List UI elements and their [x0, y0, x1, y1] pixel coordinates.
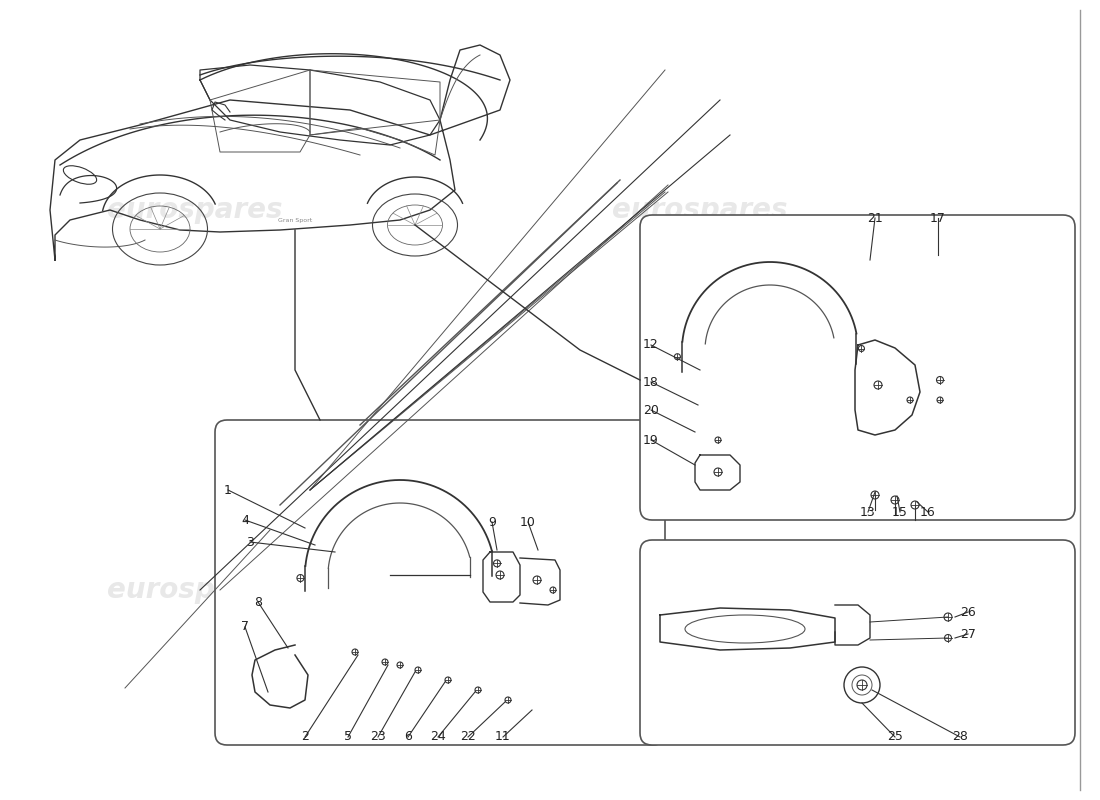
- Text: 9: 9: [488, 515, 496, 529]
- Text: eurospares: eurospares: [613, 576, 788, 604]
- Text: 26: 26: [960, 606, 976, 618]
- Text: 10: 10: [520, 515, 536, 529]
- Text: 3: 3: [246, 535, 254, 549]
- Text: 16: 16: [920, 506, 936, 518]
- Text: 5: 5: [344, 730, 352, 743]
- FancyBboxPatch shape: [214, 420, 666, 745]
- Text: 24: 24: [430, 730, 446, 743]
- Text: 19: 19: [644, 434, 659, 446]
- FancyBboxPatch shape: [640, 540, 1075, 745]
- Text: 21: 21: [867, 211, 883, 225]
- Text: 15: 15: [892, 506, 907, 518]
- Text: 20: 20: [644, 403, 659, 417]
- Text: 22: 22: [460, 730, 476, 743]
- Text: 8: 8: [254, 595, 262, 609]
- Text: eurospares: eurospares: [613, 196, 788, 224]
- Text: Gran Sport: Gran Sport: [278, 218, 312, 223]
- Text: 12: 12: [644, 338, 659, 351]
- Text: 28: 28: [953, 730, 968, 743]
- Text: eurospares: eurospares: [108, 576, 283, 604]
- Text: 25: 25: [887, 730, 903, 743]
- Text: 4: 4: [241, 514, 249, 526]
- Text: 13: 13: [860, 506, 876, 518]
- Text: 7: 7: [241, 621, 249, 634]
- Text: 11: 11: [495, 730, 510, 743]
- FancyBboxPatch shape: [640, 215, 1075, 520]
- Text: 27: 27: [960, 627, 976, 641]
- Text: eurospares: eurospares: [108, 196, 283, 224]
- Text: 1: 1: [224, 483, 232, 497]
- Text: 2: 2: [301, 730, 309, 743]
- Text: 18: 18: [644, 375, 659, 389]
- Text: 17: 17: [931, 211, 946, 225]
- Text: 6: 6: [404, 730, 411, 743]
- Text: 23: 23: [370, 730, 386, 743]
